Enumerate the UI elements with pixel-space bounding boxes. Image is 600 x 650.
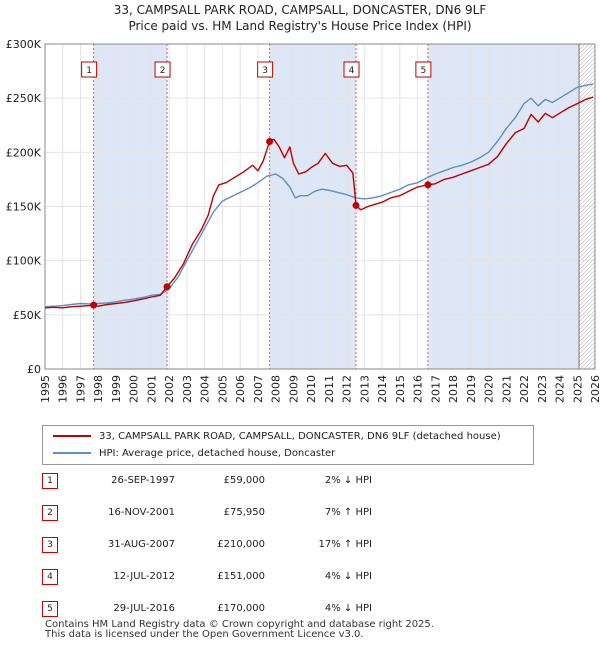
- property-series-line: [44, 96, 594, 309]
- x-tick-label: 2008: [270, 375, 283, 403]
- legend-label-hpi: HPI: Average price, detached house, Donc…: [99, 447, 336, 459]
- sale-marker-label: 3: [262, 66, 268, 76]
- sale-marker-label: 4: [349, 66, 355, 76]
- price-chart: £0 £50K £100K £150K £200K £250K £300K 1995 1996 1…: [6, 38, 600, 403]
- x-tick-label: 2002: [163, 375, 176, 403]
- x-tick-label: 2016: [412, 375, 425, 403]
- chart-legend: 33, CAMPSALL PARK ROAD, CAMPSALL, DONCAS…: [42, 425, 534, 465]
- sale-point: [266, 138, 274, 145]
- sale-marker-badge: [415, 61, 432, 78]
- footer-copyright: Contains HM Land Registry data © Crown c…: [45, 619, 434, 630]
- sale-date: 31-AUG-2007: [107, 539, 175, 550]
- legend-item-hpi: HPI: Average price, detached house, Donc…: [53, 446, 335, 460]
- x-tick-label: 2017: [429, 375, 442, 403]
- sale-row: 4 12-JUL-2012 £151,000 4% ↓ HPI: [42, 569, 462, 585]
- x-tick-label: 1997: [74, 375, 87, 403]
- y-tick-label: £200K: [6, 146, 42, 159]
- sale-date: 16-NOV-2001: [108, 507, 175, 518]
- sale-marker-badge: [154, 61, 171, 78]
- sale-point: [90, 301, 98, 309]
- sale-marker-badge: [81, 61, 98, 78]
- legend-swatch-property: [53, 435, 91, 437]
- sale-point: [163, 283, 171, 291]
- y-tick-label: £50K: [13, 309, 42, 322]
- sale-date: 29-JUL-2016: [113, 603, 175, 614]
- sale-marker-badge: [257, 61, 274, 78]
- x-tick-label: 1999: [110, 375, 123, 403]
- x-tick-label: 2006: [234, 375, 247, 403]
- legend-swatch-hpi: [53, 452, 91, 454]
- x-tick-label: 2007: [252, 375, 265, 403]
- x-tick-label: 2000: [128, 375, 141, 403]
- sale-marker-label: 2: [160, 66, 166, 76]
- legend-item-property: 33, CAMPSALL PARK ROAD, CAMPSALL, DONCAS…: [53, 429, 501, 443]
- x-tick-label: 2004: [199, 375, 212, 403]
- sale-number-badge: 1: [42, 473, 58, 489]
- sale-price: £210,000: [217, 539, 265, 550]
- x-tick-label: 2020: [483, 375, 496, 403]
- sale-price: £151,000: [217, 571, 265, 582]
- x-tick-label: 2003: [181, 375, 194, 403]
- y-tick-label: £100K: [6, 255, 42, 268]
- sale-row: 3 31-AUG-2007 £210,000 17% ↑ HPI: [42, 537, 462, 553]
- x-tick-label: 1996: [57, 375, 70, 403]
- x-tick-label: 2019: [465, 375, 478, 403]
- sale-hpi-diff: 4% ↓ HPI: [324, 571, 372, 582]
- sale-point: [424, 181, 432, 189]
- x-tick-label: 2013: [358, 375, 371, 403]
- sale-price: £75,950: [223, 507, 265, 518]
- future-hatch: [579, 44, 596, 369]
- sale-price: £170,000: [217, 603, 265, 614]
- x-tick-label: 1998: [92, 375, 105, 403]
- x-tick-label: 2024: [554, 375, 567, 403]
- sale-number-badge: 4: [42, 569, 58, 585]
- y-tick-label: £150K: [6, 201, 42, 214]
- sale-row: 2 16-NOV-2001 £75,950 7% ↑ HPI: [42, 505, 462, 521]
- x-tick-label: 2023: [536, 375, 549, 403]
- footer-attribution: Contains HM Land Registry data © Crown c…: [45, 620, 434, 640]
- sale-marker-label: 5: [421, 66, 427, 76]
- sale-hpi-diff: 17% ↑ HPI: [318, 539, 372, 550]
- sale-date: 26-SEP-1997: [111, 475, 175, 486]
- y-tick-label: £300K: [6, 38, 42, 51]
- sale-point: [352, 201, 360, 209]
- x-tick-label: 2026: [589, 375, 600, 403]
- sale-number-badge: 5: [42, 601, 58, 617]
- footer-license: This data is licensed under the Open Gov…: [45, 629, 364, 640]
- y-tick-label: £0: [27, 363, 41, 376]
- x-tick-label: 2025: [571, 375, 584, 403]
- y-tick-label: £250K: [6, 92, 42, 105]
- plot-frame: [44, 43, 596, 370]
- chart-title: 33, CAMPSALL PARK ROAD, CAMPSALL, DONCAS…: [113, 3, 487, 17]
- x-tick-label: 2009: [287, 375, 300, 403]
- sale-row: 1 26-SEP-1997 £59,000 2% ↓ HPI: [42, 473, 462, 489]
- sale-number-badge: 2: [42, 505, 58, 521]
- chart-subtitle: Price paid vs. HM Land Registry's House …: [128, 19, 472, 33]
- legend-label-property: 33, CAMPSALL PARK ROAD, CAMPSALL, DONCAS…: [99, 430, 501, 442]
- x-tick-label: 2021: [500, 375, 513, 403]
- sale-hpi-diff: 7% ↑ HPI: [324, 507, 372, 518]
- x-tick-label: 2022: [518, 375, 531, 403]
- x-tick-label: 1995: [39, 375, 52, 403]
- hpi-series-line: [44, 83, 594, 308]
- sale-hpi-diff: 2% ↓ HPI: [324, 475, 372, 486]
- sale-date: 12-JUL-2012: [113, 571, 175, 582]
- sale-row: 5 29-JUL-2016 £170,000 4% ↓ HPI: [42, 601, 462, 617]
- x-tick-label: 2018: [447, 375, 460, 403]
- x-tick-label: 2001: [145, 375, 158, 403]
- sale-price: £59,000: [223, 475, 265, 486]
- x-tick-label: 2010: [305, 375, 318, 403]
- sale-hpi-diff: 4% ↓ HPI: [324, 603, 372, 614]
- x-tick-label: 2012: [341, 375, 354, 403]
- x-tick-label: 2015: [394, 375, 407, 403]
- x-tick-label: 2011: [323, 375, 336, 403]
- x-tick-label: 2005: [216, 375, 229, 403]
- sale-marker-badge: [343, 61, 360, 78]
- sale-number-badge: 3: [42, 537, 58, 553]
- x-tick-label: 2014: [376, 375, 389, 403]
- sale-marker-label: 1: [86, 66, 92, 76]
